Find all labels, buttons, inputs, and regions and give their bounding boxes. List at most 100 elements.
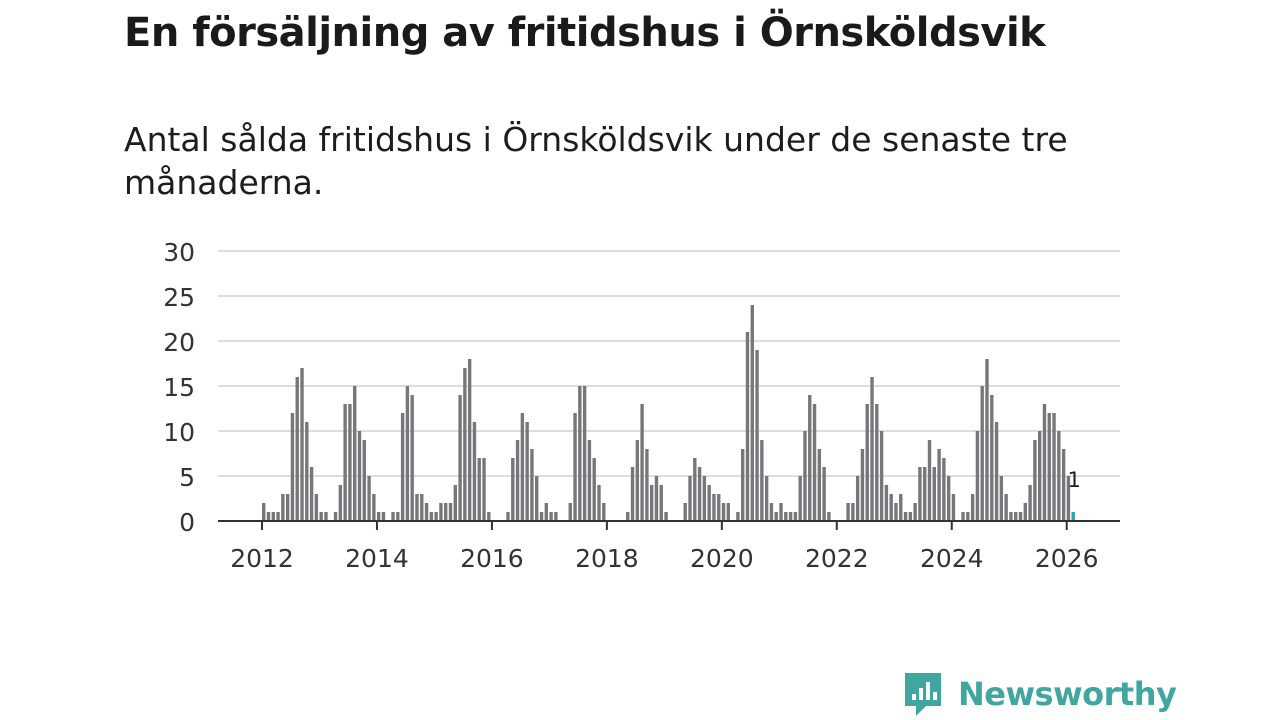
x-tick-label: 2020 (690, 544, 754, 573)
bar (860, 449, 865, 521)
bar (889, 494, 893, 521)
y-axis-labels: 0 5 10 15 20 25 30 (163, 238, 195, 537)
highlight-value-label: 1 (1068, 468, 1081, 492)
bar (290, 413, 295, 521)
bar (305, 422, 309, 521)
bar (568, 503, 572, 521)
bar (846, 503, 850, 521)
bar (626, 512, 630, 521)
bar (798, 476, 802, 521)
bar (266, 512, 271, 521)
bar (324, 512, 328, 521)
bar (779, 503, 783, 521)
bar (1042, 404, 1047, 521)
bar (597, 485, 601, 521)
bar (808, 395, 812, 521)
bar (630, 467, 635, 521)
bar (602, 503, 606, 521)
bar (994, 422, 999, 521)
bar (1066, 476, 1071, 521)
y-tick-label: 15 (163, 373, 195, 402)
bar (865, 404, 869, 521)
bar (645, 449, 649, 521)
bar (362, 440, 366, 521)
bar (1052, 413, 1056, 521)
bar (697, 467, 702, 521)
bar (942, 458, 946, 521)
x-axis: 2012 2014 2016 2018 2020 2022 2024 2026 (218, 520, 1120, 573)
x-tick-label: 2024 (920, 544, 984, 573)
bar (980, 386, 984, 521)
bar (927, 440, 932, 521)
grid-lines (218, 250, 1120, 477)
bar (932, 467, 936, 521)
bar (946, 476, 951, 521)
bar (458, 395, 462, 521)
bar (726, 503, 731, 521)
bar (1018, 512, 1023, 521)
bar (966, 512, 970, 521)
y-tick-label: 30 (163, 238, 195, 267)
bar (908, 512, 913, 521)
y-tick-label: 20 (163, 328, 195, 357)
bar (439, 503, 443, 521)
bar (717, 494, 721, 521)
bar (903, 512, 908, 521)
bar (338, 485, 343, 521)
annotations: 1 (1068, 468, 1081, 492)
bar (367, 476, 371, 521)
x-tick-label: 2014 (345, 544, 409, 573)
bar (573, 413, 577, 521)
bar (951, 494, 956, 521)
bar (578, 386, 582, 521)
bar (822, 467, 826, 521)
bar (300, 368, 304, 521)
bar (817, 449, 822, 521)
bar (448, 503, 453, 521)
bar (554, 512, 558, 521)
bar (587, 440, 592, 521)
bar (923, 467, 927, 521)
bar (999, 476, 1004, 521)
bar (736, 512, 740, 521)
bar (515, 440, 520, 521)
x-tick-label: 2022 (805, 544, 869, 573)
bar (506, 512, 510, 521)
bar (764, 476, 769, 521)
newsworthy-logo-icon (905, 673, 941, 716)
bar (875, 404, 879, 521)
bar (424, 503, 429, 521)
bar (1037, 431, 1042, 521)
bar (664, 512, 668, 521)
bar-chart: 0 5 10 15 20 25 30 2012 2014 2016 2018 2020 2022 202… (163, 238, 1120, 573)
bar (530, 449, 534, 521)
bar (688, 476, 692, 521)
bar (851, 503, 855, 521)
bar (357, 431, 362, 521)
bar (913, 503, 917, 521)
bar (314, 494, 319, 521)
bar (894, 503, 898, 521)
bar (376, 512, 381, 521)
y-tick-label: 25 (163, 283, 195, 312)
x-tick-label: 2012 (230, 544, 294, 573)
chart-title: En försäljning av fritidshus i Örnskölds… (124, 10, 1046, 56)
bar (333, 512, 338, 521)
bar (1047, 413, 1051, 521)
bar (693, 458, 697, 521)
bar (745, 332, 750, 521)
bar (1004, 494, 1008, 521)
bar (295, 377, 299, 521)
y-tick-label: 5 (179, 463, 195, 492)
bar (535, 476, 539, 521)
bar (788, 512, 793, 521)
bar (683, 503, 687, 521)
bar (1014, 512, 1018, 521)
bar (463, 368, 467, 521)
bar (654, 476, 659, 521)
bar (400, 413, 405, 521)
bar (343, 404, 347, 521)
bar (803, 431, 807, 521)
bar (592, 458, 596, 521)
bar (990, 395, 994, 521)
